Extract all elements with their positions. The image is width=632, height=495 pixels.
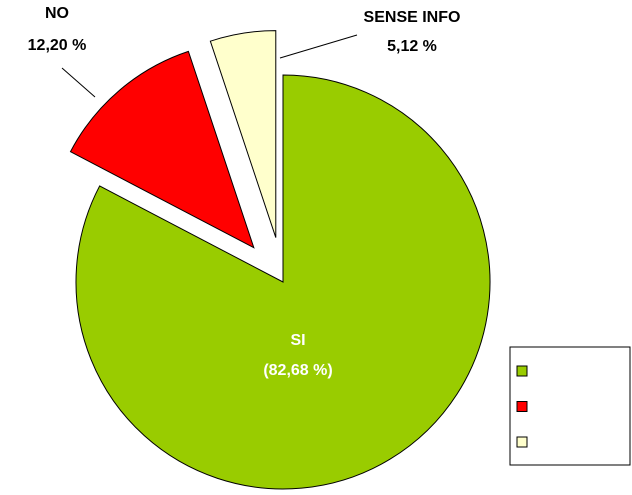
slice-value-label: (82,68 %) xyxy=(263,362,332,379)
slice-label: NO xyxy=(45,5,69,22)
legend-box xyxy=(509,346,631,466)
pie-slice xyxy=(69,50,255,249)
leader-line xyxy=(61,67,96,98)
pie-slice xyxy=(75,74,491,490)
leader-line xyxy=(279,34,358,59)
pie-slice xyxy=(209,30,277,238)
slice-label: SI xyxy=(290,332,305,349)
slice-value-label: 5,12 % xyxy=(387,38,437,55)
legend-swatch xyxy=(516,401,528,412)
legend-swatch xyxy=(516,365,528,377)
slice-value-label: 12,20 % xyxy=(28,37,87,54)
legend-swatch xyxy=(516,436,528,448)
slice-label: SENSE INFO xyxy=(364,9,461,26)
